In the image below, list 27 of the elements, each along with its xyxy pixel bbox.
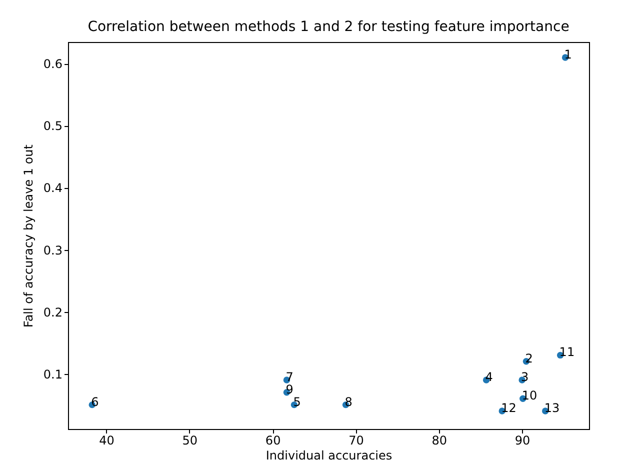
annotation: 7: [286, 370, 294, 384]
annotation: 9: [286, 382, 294, 396]
annotation: 2: [525, 351, 533, 366]
annotation: 6: [91, 394, 99, 409]
y-axis-title: Fall of accuracy by leave 1 out: [21, 144, 36, 328]
x-tick-label: 40: [99, 434, 114, 448]
y-tick-label: 0.4: [43, 181, 62, 196]
y-tick-label: 0.3: [43, 243, 62, 258]
y-tick-label: 0.2: [43, 305, 62, 320]
y-tick-label: 0.5: [43, 119, 62, 134]
x-tick-label: 60: [265, 434, 281, 448]
annotation: 8: [344, 394, 352, 409]
y-tick-label: 0.1: [43, 367, 62, 382]
annotation: 1: [564, 48, 572, 62]
y-tick-label: 0.6: [43, 57, 62, 72]
annotation: 11: [559, 345, 575, 360]
x-tick-label: 70: [348, 434, 364, 448]
x-tick-label: 80: [432, 434, 448, 448]
x-tick-label: 90: [514, 434, 530, 448]
annotation: 12: [501, 401, 516, 416]
annotation: 13: [544, 401, 560, 416]
annotation: 10: [522, 388, 538, 403]
annotation: 4: [485, 370, 493, 384]
x-tick-label: 50: [182, 434, 198, 448]
chart-title: Correlation between methods 1 and 2 for testing feature importance: [88, 19, 570, 35]
x-axis-title: Individual accuracies: [266, 448, 392, 462]
annotation: 5: [293, 394, 301, 409]
